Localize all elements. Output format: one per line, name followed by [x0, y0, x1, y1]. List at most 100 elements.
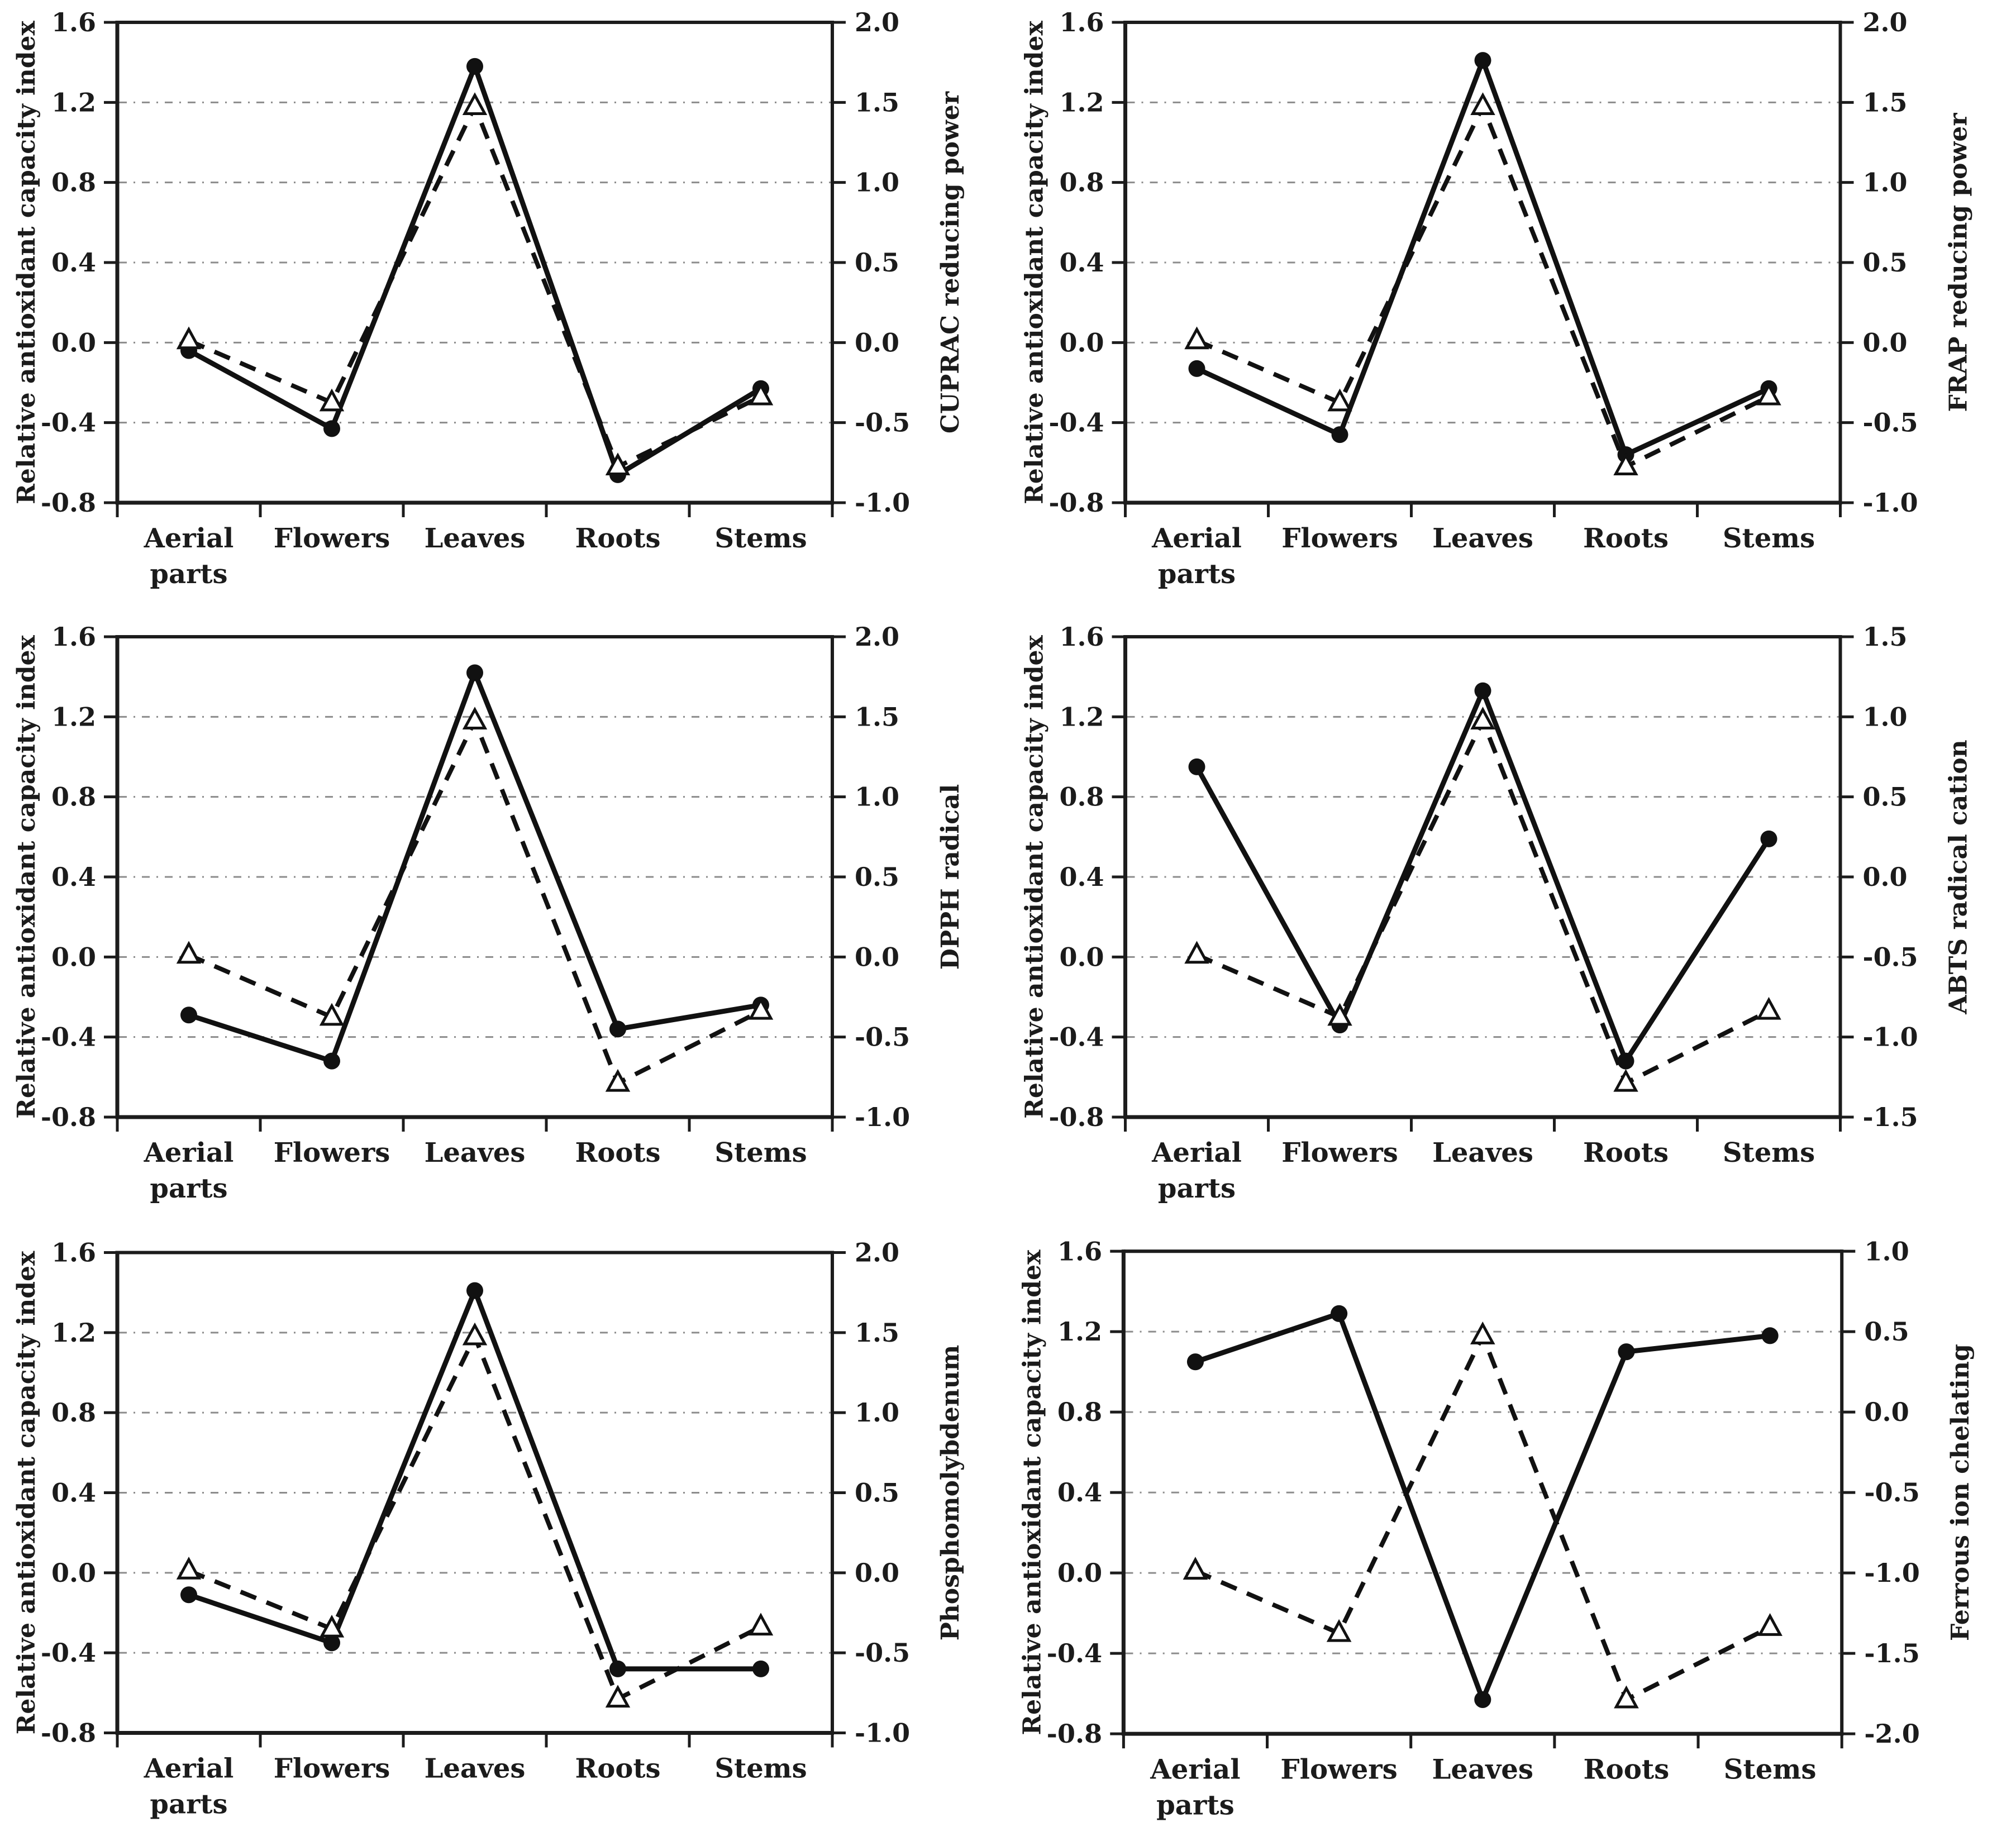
chart-panel-phosphomolybdenum: 1.6 1.2 0.8 0.4 0.0 -0.4 -0.8 2.0 1.5 1.0 0.5 0.0 -0… — [0, 1229, 1005, 1846]
left-axis-tick-label: 0.8 — [51, 168, 96, 198]
category-label: parts — [150, 1173, 227, 1204]
data-point-triangle — [605, 1069, 631, 1092]
left-axis-tick-labels: 1.6 1.2 0.8 0.4 0.0 -0.4 -0.8 — [1048, 622, 1104, 1132]
right-axis-title: FRAP reducing power — [1944, 113, 1973, 412]
right-axis-tick-label: -0.5 — [1863, 942, 1918, 972]
category-label: Roots — [1583, 1137, 1669, 1168]
category-labels: Aerial parts Flowers Leaves Roots Stems — [144, 1137, 807, 1204]
category-label: Flowers — [274, 523, 390, 554]
category-label: Flowers — [274, 1137, 390, 1168]
raci-triangle-markers — [176, 92, 774, 475]
data-point-circle — [466, 58, 483, 75]
left-axis-tick-label: -0.8 — [41, 488, 96, 518]
chart-panel-cuprac: 1.6 1.2 0.8 0.4 0.0 -0.4 -0.8 2.0 1.5 1.0 0.5 0.0 -0… — [0, 0, 1005, 614]
category-label: Stems — [1723, 1137, 1815, 1168]
right-axis-tick-label: -1.0 — [855, 488, 910, 518]
data-point-circle — [1474, 1691, 1491, 1708]
left-axis-tick-label: 1.6 — [51, 7, 96, 37]
left-axis-tick-label: 1.6 — [1059, 7, 1104, 37]
left-axis-tick-label: 1.2 — [51, 87, 96, 117]
category-label: Roots — [1583, 523, 1669, 554]
category-label: Leaves — [425, 523, 526, 554]
data-point-triangle — [1327, 388, 1352, 412]
left-axis-tick-label: 1.2 — [51, 702, 96, 732]
data-point-triangle — [1327, 1003, 1352, 1026]
tick-marks — [1112, 21, 1854, 517]
left-axis-tick-labels: 1.6 1.2 0.8 0.4 0.0 -0.4 -0.8 — [41, 1238, 96, 1748]
data-point-triangle — [1756, 382, 1781, 406]
right-axis-tick-label: 0.5 — [1863, 247, 1908, 278]
gridlines — [119, 715, 831, 1038]
raci-triangle-markers — [1183, 1322, 1783, 1709]
category-label: Aerial — [144, 1753, 234, 1785]
category-label: Aerial — [1151, 523, 1242, 554]
right-axis-title: Phosphomolybdenum — [936, 1345, 965, 1641]
category-labels: Aerial parts Flowers Leaves Roots Stems — [1150, 1754, 1816, 1821]
data-point-triangle — [176, 941, 202, 964]
category-label: Leaves — [425, 1137, 526, 1168]
right-axis-tick-label: -1.5 — [1864, 1638, 1920, 1668]
right-axis-tick-label: 0.0 — [1863, 327, 1908, 357]
left-axis-tick-label: 0.0 — [1059, 327, 1104, 357]
data-point-triangle — [605, 1685, 631, 1708]
right-axis-tick-label: 1.5 — [855, 87, 899, 117]
right-axis-tick-label: 0.0 — [1863, 862, 1908, 892]
right-axis-tick-label: 1.0 — [855, 1397, 899, 1428]
left-axis-title: Relative antioxidant capacity index — [1021, 635, 1049, 1119]
data-point-circle — [466, 1282, 483, 1299]
gridlines — [119, 1332, 831, 1654]
data-point-circle — [1618, 1343, 1635, 1361]
left-axis-tick-labels: 1.6 1.2 0.8 0.4 0.0 -0.4 -0.8 — [41, 7, 96, 518]
left-axis-tick-label: 0.4 — [1057, 1477, 1102, 1508]
chart-panel-dpph: 1.6 1.2 0.8 0.4 0.0 -0.4 -0.8 2.0 1.5 1.0 0.5 0.0 -0… — [0, 614, 1005, 1229]
left-axis-tick-label: -0.4 — [41, 408, 96, 438]
left-axis-tick-label: -0.4 — [41, 1022, 96, 1052]
data-point-circle — [1474, 682, 1491, 699]
left-axis-tick-label: 1.2 — [1059, 702, 1104, 732]
data-point-triangle — [1183, 1557, 1208, 1580]
left-axis-tick-label: 0.4 — [51, 862, 96, 892]
right-axis-tick-label: 1.0 — [855, 168, 899, 198]
data-point-triangle — [1470, 707, 1495, 729]
right-axis-tick-label: 0.0 — [855, 327, 899, 357]
left-axis-tick-label: -0.8 — [1048, 488, 1104, 518]
right-axis-title: CUPRAC reducing power — [936, 91, 965, 433]
data-point-triangle — [176, 326, 202, 350]
data-point-circle — [1188, 360, 1205, 377]
data-point-triangle — [1613, 452, 1638, 475]
category-label: Leaves — [425, 1753, 526, 1785]
chart-panel-ferrous-ion-chelating: 1.6 1.2 0.8 0.4 0.0 -0.4 -0.8 1.0 0.5 0.0 -0.5 -1.0… — [1005, 1229, 2016, 1846]
right-axis-tick-label: -1.0 — [1864, 1558, 1920, 1588]
left-axis-tick-label: 0.8 — [1059, 782, 1104, 812]
raci-triangle-markers — [1184, 707, 1781, 1092]
chart-panel-frap: 1.6 1.2 0.8 0.4 0.0 -0.4 -0.8 2.0 1.5 1.0 0.5 0.0 -0… — [1005, 0, 2016, 614]
left-axis-tick-label: -0.8 — [1048, 1102, 1104, 1132]
category-label: Stems — [714, 1753, 807, 1785]
gridlines — [1127, 101, 1839, 424]
data-point-triangle — [1184, 941, 1209, 964]
left-axis-tick-label: 1.2 — [51, 1318, 96, 1348]
gridlines — [1127, 715, 1839, 1038]
right-axis-tick-label: 2.0 — [1863, 7, 1908, 37]
right-axis-tick-label: 0.0 — [1864, 1397, 1909, 1427]
category-label: Roots — [575, 1753, 660, 1785]
right-axis-tick-label: -1.0 — [855, 1102, 910, 1132]
assay-solid-line — [187, 59, 762, 479]
left-axis-tick-label: 1.2 — [1057, 1316, 1102, 1347]
data-point-triangle — [319, 1003, 345, 1026]
data-point-circle — [609, 1660, 626, 1677]
data-point-circle — [1617, 1052, 1634, 1070]
tick-marks — [104, 635, 846, 1132]
category-label: Flowers — [1281, 1137, 1398, 1168]
assay-solid-line — [1194, 1310, 1771, 1707]
chart-svg-frap: 1.6 1.2 0.8 0.4 0.0 -0.4 -0.8 2.0 1.5 1.0 0.5 0.0 -0… — [1021, 7, 1973, 590]
data-point-triangle — [1184, 326, 1209, 350]
category-label: Aerial — [1150, 1754, 1240, 1785]
raci-dashed-line — [188, 715, 762, 1086]
data-point-triangle — [1470, 92, 1495, 115]
left-axis-tick-labels: 1.6 1.2 0.8 0.4 0.0 -0.4 -0.8 — [1047, 1236, 1103, 1749]
right-axis-tick-label: -0.5 — [855, 1638, 910, 1668]
data-point-triangle — [748, 382, 774, 406]
chart-svg-phosphomolybdenum: 1.6 1.2 0.8 0.4 0.0 -0.4 -0.8 2.0 1.5 1.0 0.5 0.0 -0… — [12, 1238, 965, 1820]
left-axis-tick-label: 0.8 — [1059, 168, 1104, 198]
